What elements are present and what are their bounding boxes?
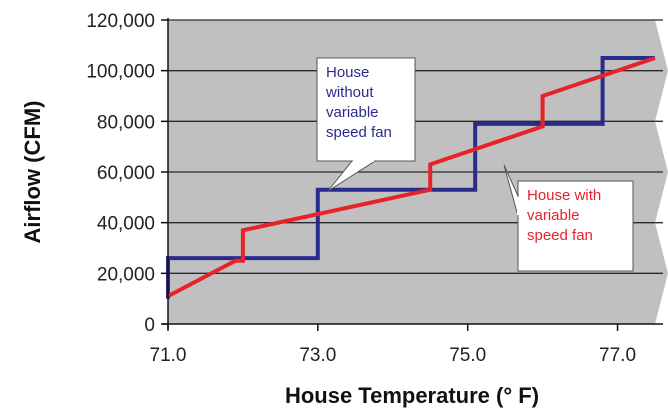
- x-axis-title: House Temperature (° F): [285, 383, 539, 408]
- callout-text-line: House with: [527, 187, 601, 204]
- callout-box: [517, 180, 634, 272]
- series-layer: [166, 56, 656, 299]
- callout-0: House without variable speed fan: [316, 57, 416, 192]
- y-tick-label: 100,000: [86, 62, 155, 83]
- plot-area: [168, 19, 668, 324]
- x-tick-label: 75.0: [449, 345, 486, 366]
- y-tick-label: 60,000: [97, 163, 155, 184]
- callouts: House without variable speed fan House with v…: [316, 57, 634, 272]
- y-tick-label: 0: [144, 315, 155, 336]
- x-tick-label: 73.0: [299, 345, 336, 366]
- series-line-1: [167, 56, 656, 298]
- y-tick-label: 80,000: [97, 112, 155, 133]
- x-tick-label: 77.0: [599, 345, 636, 366]
- callout-text-line: variable: [527, 207, 580, 224]
- axes: 0 20,000 40,000 60,000 80,000 100,000 120,000 7…: [86, 11, 663, 366]
- x-tick-label: 71.0: [150, 345, 187, 366]
- callout-text-line: speed fan: [527, 227, 593, 244]
- y-axis-title: Airflow (CFM): [20, 101, 45, 244]
- callout-text-line: without: [325, 84, 374, 101]
- callout-text-line: speed fan: [326, 124, 392, 141]
- series-line-0: [166, 56, 655, 299]
- y-tick-label: 120,000: [86, 11, 155, 32]
- callout-text-line: variable: [326, 104, 379, 121]
- callout-1: House with variable speed fan: [503, 164, 634, 272]
- y-tick-label: 40,000: [97, 214, 155, 235]
- y-tick-label: 20,000: [97, 264, 155, 285]
- callout-text-line: House: [326, 64, 369, 81]
